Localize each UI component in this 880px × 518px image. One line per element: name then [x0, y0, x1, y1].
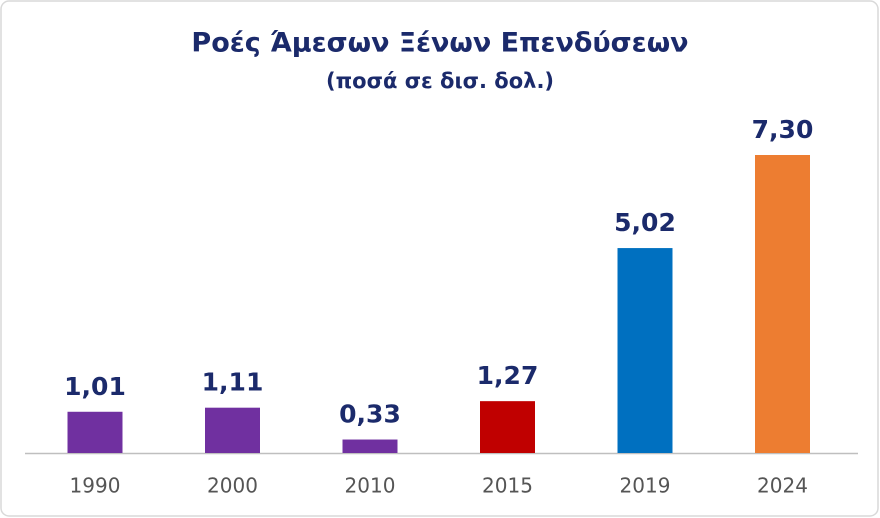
x-tick-label: 2010: [345, 474, 396, 498]
value-label: 5,02: [614, 208, 676, 237]
value-label: 1,27: [477, 361, 539, 390]
chart-title: Ροές Άμεσων Ξένων Επενδύσεων: [191, 28, 688, 59]
x-tick-label: 2019: [620, 474, 671, 498]
x-tick-label: 1990: [70, 474, 121, 498]
chart-subtitle: (ποσά σε δισ. δολ.): [326, 69, 554, 93]
value-label: 0,33: [339, 400, 401, 429]
value-label: 1,01: [64, 372, 126, 401]
value-label: 1,11: [202, 368, 264, 397]
x-tick-label: 2000: [207, 474, 258, 498]
x-tick-label: 2024: [757, 474, 808, 498]
value-label: 7,30: [752, 115, 814, 144]
bar: [480, 401, 535, 453]
bar: [342, 439, 398, 453]
bar: [67, 411, 123, 453]
bar: [755, 155, 810, 453]
x-tick-label: 2015: [482, 474, 533, 498]
bar: [617, 248, 673, 453]
bar: [205, 407, 260, 453]
